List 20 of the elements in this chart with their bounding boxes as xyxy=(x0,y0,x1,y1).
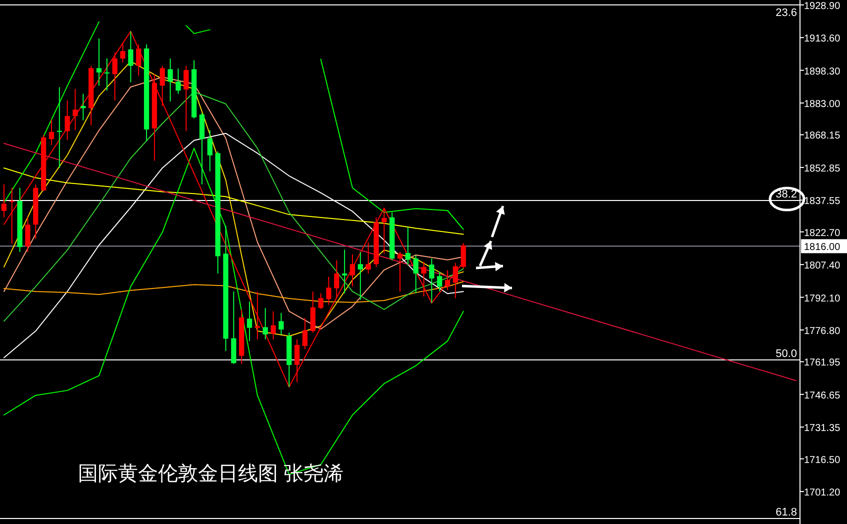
y-tick-label: 1837.55 xyxy=(804,196,841,208)
y-tick-label: 1898.30 xyxy=(804,66,841,78)
y-tick-label: 1822.70 xyxy=(804,228,841,239)
y-tick-label: 1852.85 xyxy=(804,163,841,174)
annotation: 50.0 xyxy=(776,348,797,360)
y-tick-label: 1883.00 xyxy=(804,99,841,110)
y-tick-label: 1701.20 xyxy=(804,488,841,499)
y-tick-label: 1792.10 xyxy=(804,293,841,304)
y-tick-label: 1913.60 xyxy=(804,34,841,45)
y-tick-label: 1807.40 xyxy=(804,260,841,272)
annotation: 23.6 xyxy=(776,6,797,19)
y-tick-label: 1776.80 xyxy=(804,326,841,337)
ref-line-label: 1816.00 xyxy=(804,242,841,254)
y-tick-label: 1868.15 xyxy=(804,130,841,142)
y-tick-label: 1928.90 xyxy=(804,0,841,12)
y-tick-label: 1761.95 xyxy=(804,358,841,369)
y-tick-label: 1731.35 xyxy=(804,423,841,434)
y-tick-label: 1716.50 xyxy=(804,454,841,466)
y-tick-label: 1746.65 xyxy=(804,390,841,402)
annotation: 61.8 xyxy=(776,506,797,518)
